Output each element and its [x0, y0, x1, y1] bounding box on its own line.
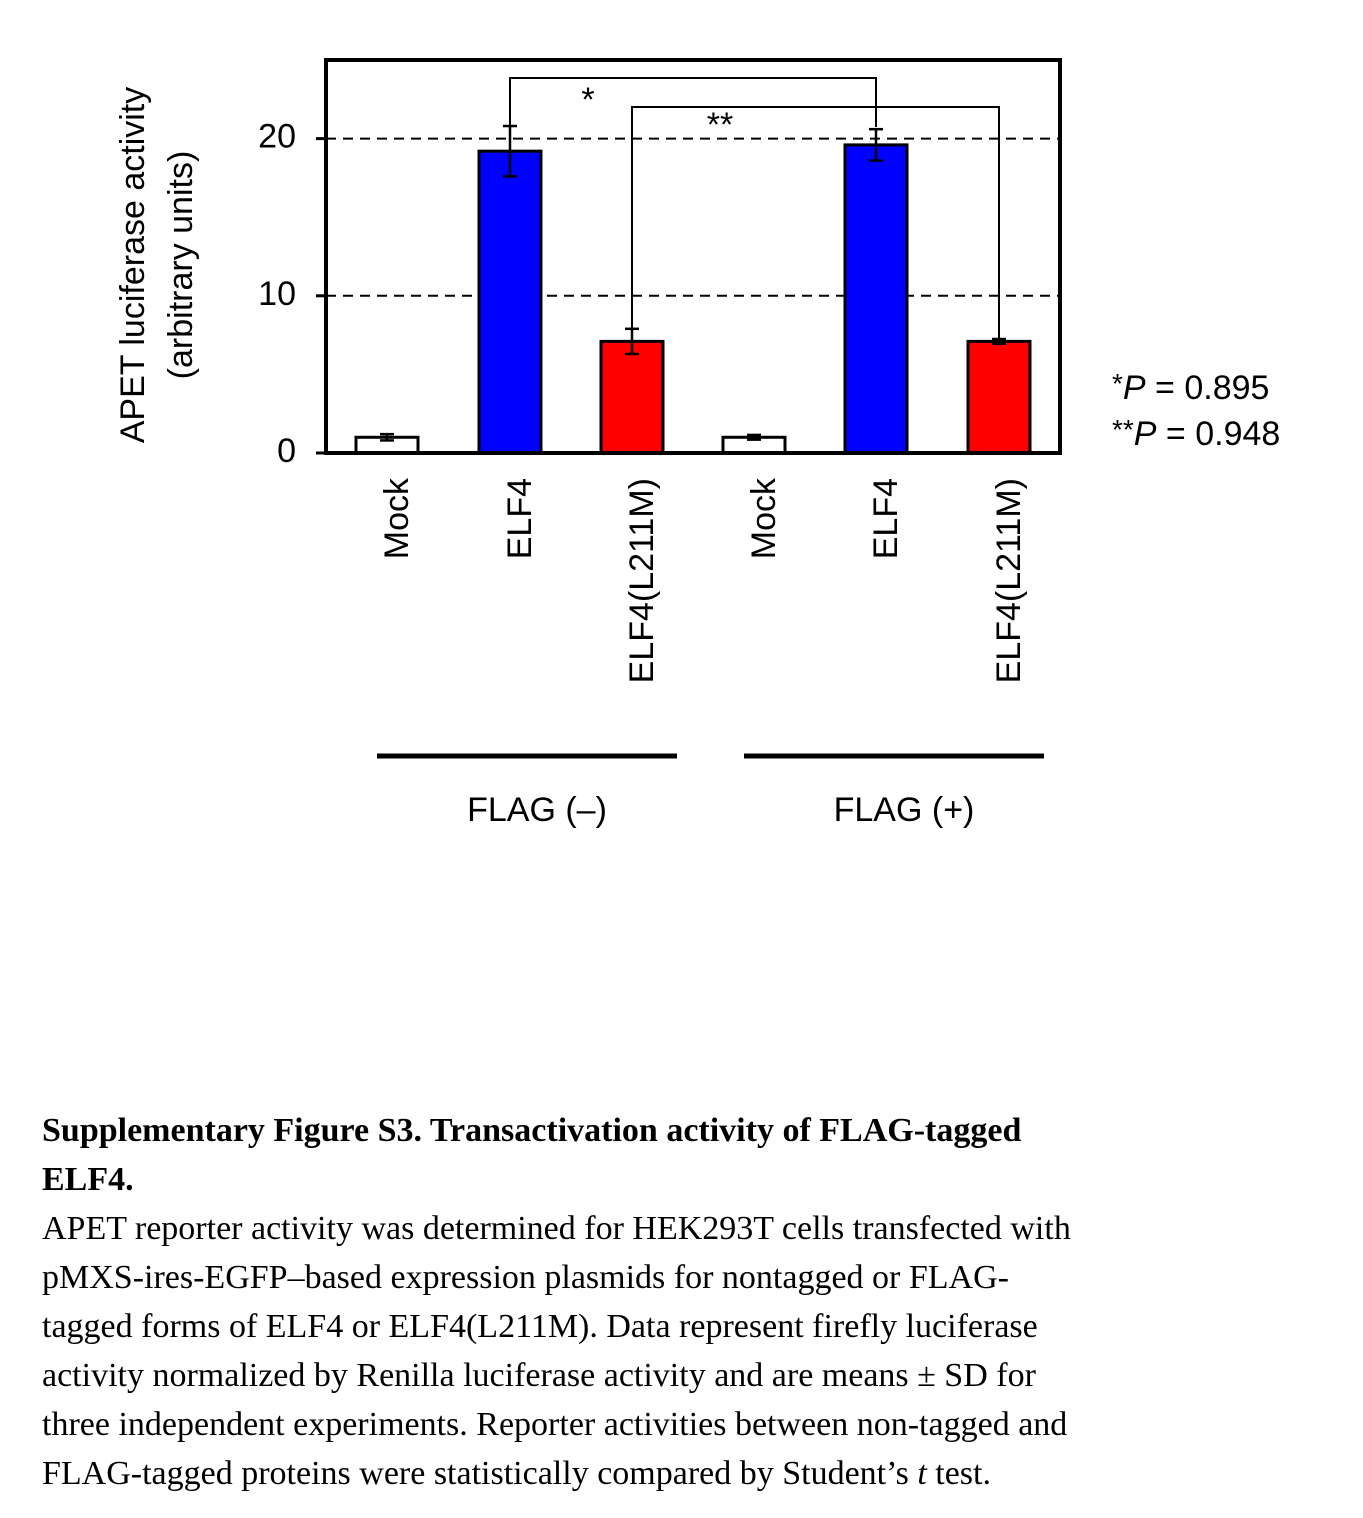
plot-frame — [324, 58, 1062, 455]
chart: 0 10 20 APET luciferase activity (arbitrary … — [114, 58, 1280, 829]
x-tick-label: Mock — [378, 477, 416, 559]
caption-text: test. — [926, 1455, 991, 1492]
group-label: FLAG (–) — [467, 791, 607, 829]
caption-title: ELF4. — [42, 1161, 134, 1198]
caption-line: pMXS-ires-EGFP–based expression plasmids… — [42, 1253, 1342, 1302]
p-note-symbol: P — [1134, 415, 1157, 453]
y-tick-label: 10 — [258, 275, 296, 313]
p-note-text: = 0.948 — [1156, 415, 1280, 453]
caption-text: three independent experiments. Reporter … — [42, 1406, 1068, 1443]
bar — [477, 149, 543, 455]
x-tick-label: ELF4(L211M) — [990, 478, 1028, 683]
p-note: *P = 0.895 — [1112, 368, 1269, 407]
caption-text: tagged forms of ELF4 or ELF4(L211M). Dat… — [42, 1308, 1038, 1345]
bar — [599, 339, 665, 455]
x-tick-label: ELF4 — [867, 478, 905, 559]
p-note-text: = 0.895 — [1146, 369, 1270, 407]
p-note: **P = 0.948 — [1112, 414, 1280, 453]
bar — [966, 339, 1032, 455]
y-axis-label: (arbitrary units) — [162, 151, 200, 380]
y-axis-label: APET luciferase activity — [114, 87, 152, 444]
significance-label: ** — [707, 106, 733, 144]
y-tick-label: 20 — [258, 118, 296, 156]
caption-text: t — [917, 1455, 927, 1492]
p-note-stars: ** — [1112, 414, 1134, 445]
x-tick-label: ELF4 — [501, 478, 539, 559]
group-label: FLAG (+) — [834, 791, 975, 829]
caption-line: three independent experiments. Reporter … — [42, 1400, 1342, 1449]
significance-label: * — [581, 81, 594, 119]
caption-line: APET reporter activity was determined fo… — [42, 1204, 1342, 1253]
caption-text: APET reporter activity was determined fo… — [42, 1210, 1071, 1247]
caption-title-line: ELF4. — [42, 1155, 1342, 1204]
y-tick-label: 0 — [277, 432, 296, 470]
caption-line: FLAG-tagged proteins were statistically … — [42, 1449, 1342, 1498]
caption-line: tagged forms of ELF4 or ELF4(L211M). Dat… — [42, 1302, 1342, 1351]
x-tick-label: ELF4(L211M) — [623, 478, 661, 683]
x-tick-label: Mock — [745, 477, 783, 559]
bar — [843, 143, 909, 455]
p-note-symbol: P — [1123, 369, 1146, 407]
caption-title-line: Supplementary Figure S3. Transactivation… — [42, 1106, 1342, 1155]
significance-bracket — [509, 77, 877, 127]
caption-line: activity normalized by Renilla luciferas… — [42, 1351, 1342, 1400]
caption-text: FLAG-tagged proteins were statistically … — [42, 1455, 918, 1492]
caption: Supplementary Figure S3. Transactivation… — [42, 1106, 1342, 1498]
caption-title: Supplementary Figure S3. Transactivation… — [42, 1112, 1022, 1149]
caption-text: pMXS-ires-EGFP–based expression plasmids… — [42, 1259, 1009, 1296]
significance-bracket — [631, 106, 1000, 340]
caption-text: activity normalized by Renilla luciferas… — [42, 1357, 1036, 1394]
p-note-stars: * — [1112, 368, 1123, 399]
